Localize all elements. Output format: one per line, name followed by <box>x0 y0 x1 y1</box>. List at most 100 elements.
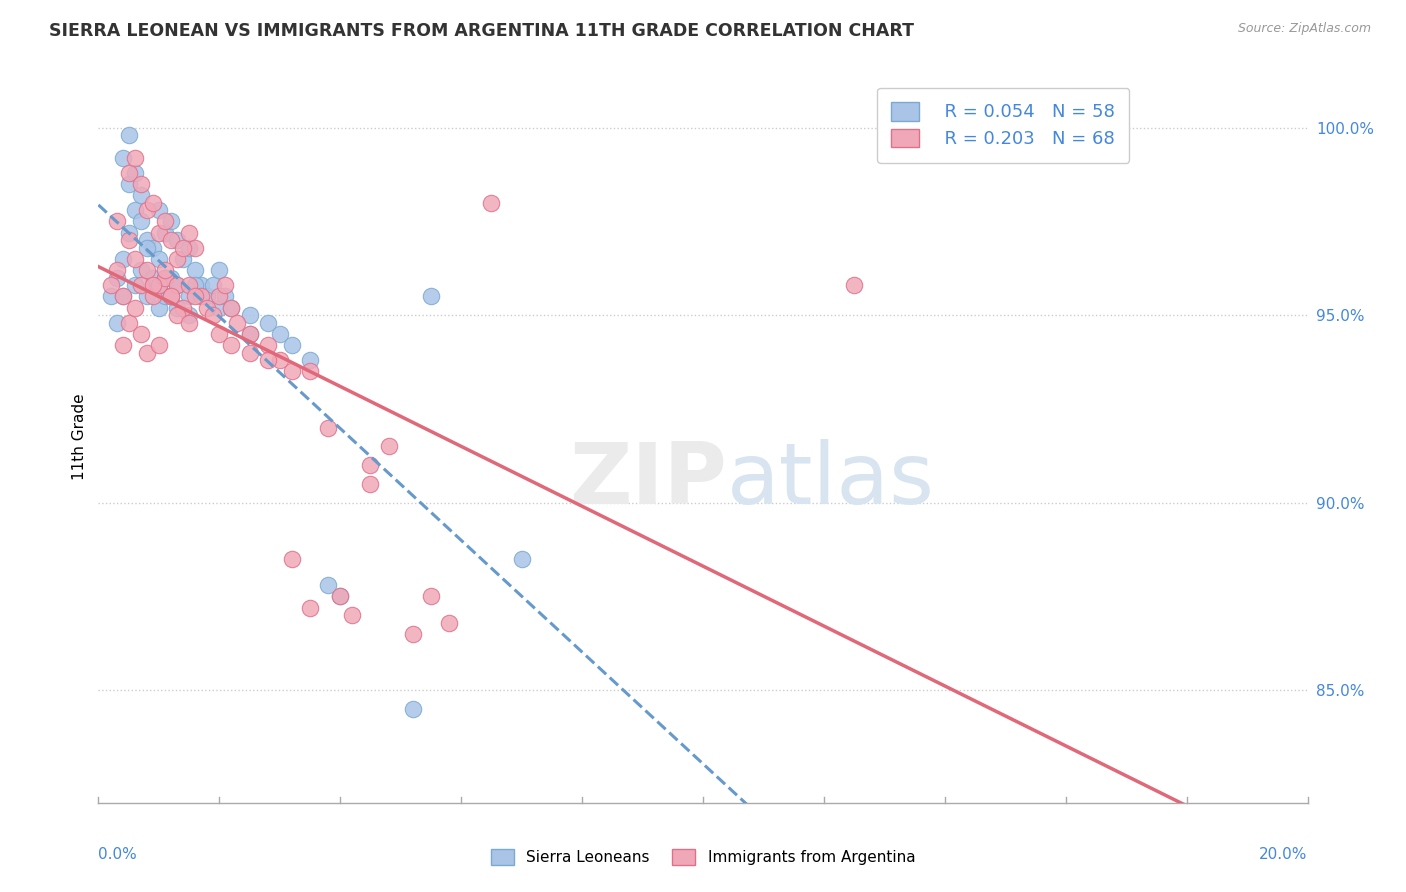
Point <box>316 420 339 434</box>
Point <box>172 241 194 255</box>
Point <box>844 278 866 293</box>
Point <box>179 289 201 303</box>
Point <box>142 270 165 285</box>
Legend: Sierra Leoneans, Immigrants from Argentina: Sierra Leoneans, Immigrants from Argenti… <box>485 843 921 871</box>
Point <box>190 278 212 293</box>
Point <box>166 301 188 315</box>
Text: atlas: atlas <box>727 440 935 523</box>
Point <box>160 289 183 303</box>
Point <box>135 233 157 247</box>
Text: 0.0%: 0.0% <box>98 847 138 862</box>
Point <box>256 316 278 330</box>
Point <box>118 177 141 191</box>
Point <box>105 270 128 285</box>
Point <box>153 270 176 285</box>
Point <box>420 289 443 303</box>
Point <box>129 263 152 277</box>
Point <box>160 270 183 285</box>
Point <box>184 241 207 255</box>
Point <box>208 326 231 341</box>
Point <box>179 241 201 255</box>
Point <box>184 289 207 303</box>
Point <box>166 278 188 293</box>
Point <box>299 353 322 368</box>
Point <box>142 241 165 255</box>
Point <box>105 214 128 228</box>
Point <box>316 578 339 592</box>
Point <box>166 233 188 247</box>
Point <box>153 289 176 303</box>
Point <box>179 308 201 322</box>
Point <box>148 278 170 293</box>
Point <box>510 552 533 566</box>
Point <box>135 241 157 255</box>
Point <box>142 289 165 303</box>
Point <box>299 600 322 615</box>
Point <box>153 226 176 240</box>
Point <box>221 338 243 352</box>
Point <box>153 214 176 228</box>
Point <box>148 226 170 240</box>
Point <box>239 345 262 359</box>
Point <box>221 301 243 315</box>
Point <box>195 301 218 315</box>
Point <box>135 263 157 277</box>
Point <box>135 345 157 359</box>
Text: ZIP: ZIP <box>569 440 727 523</box>
Point <box>118 166 141 180</box>
Point <box>437 615 460 630</box>
Point <box>148 278 170 293</box>
Point <box>160 289 183 303</box>
Point <box>160 233 183 247</box>
Point <box>226 316 249 330</box>
Point <box>148 301 170 315</box>
Point <box>179 316 201 330</box>
Point <box>239 326 262 341</box>
Point <box>208 289 231 303</box>
Point <box>153 263 176 277</box>
Point <box>239 326 262 341</box>
Point <box>281 338 304 352</box>
Text: Source: ZipAtlas.com: Source: ZipAtlas.com <box>1237 22 1371 36</box>
Point <box>172 301 194 315</box>
Point <box>208 263 231 277</box>
Point <box>148 203 170 218</box>
Point <box>129 326 152 341</box>
Point <box>111 289 134 303</box>
Point <box>160 214 183 228</box>
Point <box>118 226 141 240</box>
Point <box>256 338 278 352</box>
Text: SIERRA LEONEAN VS IMMIGRANTS FROM ARGENTINA 11TH GRADE CORRELATION CHART: SIERRA LEONEAN VS IMMIGRANTS FROM ARGENT… <box>49 22 914 40</box>
Point <box>195 289 218 303</box>
Point <box>142 278 165 293</box>
Point <box>135 203 157 218</box>
Point <box>105 263 128 277</box>
Point <box>299 364 322 378</box>
Point <box>214 289 236 303</box>
Point <box>124 151 146 165</box>
Point <box>329 590 352 604</box>
Point <box>166 278 188 293</box>
Point <box>281 552 304 566</box>
Point <box>142 278 165 293</box>
Point <box>221 301 243 315</box>
Point <box>142 195 165 210</box>
Point <box>100 289 122 303</box>
Point <box>129 278 152 293</box>
Point <box>160 289 183 303</box>
Point <box>402 702 425 716</box>
Point <box>360 458 382 473</box>
Point <box>402 627 425 641</box>
Point <box>129 188 152 202</box>
Text: 20.0%: 20.0% <box>1260 847 1308 862</box>
Point <box>124 166 146 180</box>
Point <box>148 338 170 352</box>
Point <box>329 590 352 604</box>
Point <box>377 440 399 454</box>
Point <box>179 226 201 240</box>
Point <box>256 353 278 368</box>
Point <box>342 608 364 623</box>
Point <box>179 278 201 293</box>
Point <box>124 278 146 293</box>
Point <box>202 308 225 322</box>
